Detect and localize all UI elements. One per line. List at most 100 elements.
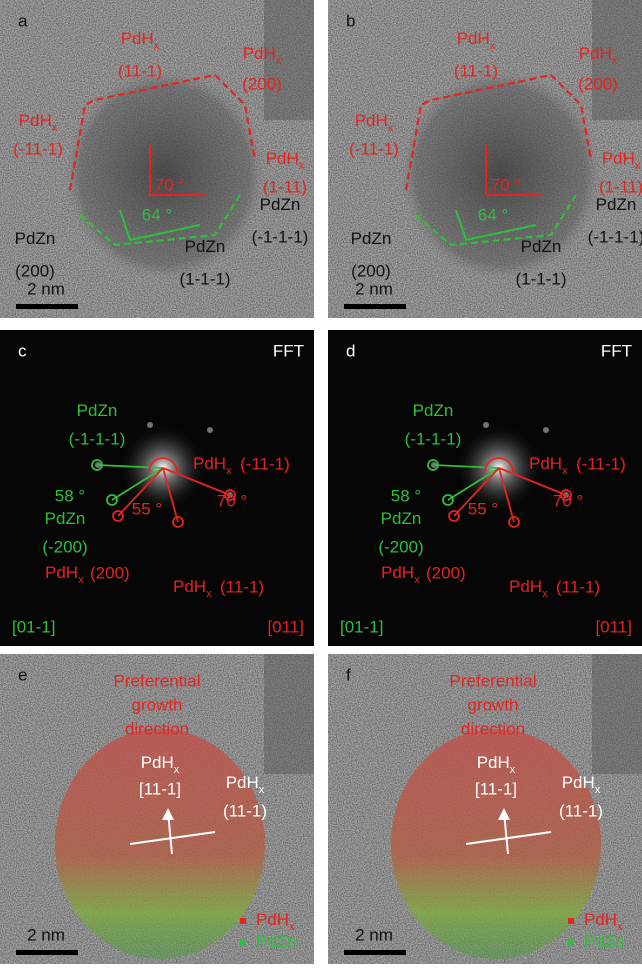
angle-label: 58 ° — [55, 486, 85, 505]
scale-bar-label: 2 nm — [27, 279, 65, 298]
plane-label: PdZn — [351, 229, 392, 248]
label-name: PdH — [509, 577, 542, 596]
label-subscript: x — [617, 921, 623, 933]
label-subscript: x — [289, 921, 295, 933]
plane-label: PdZn — [596, 195, 637, 214]
label-name: PdZn — [185, 237, 226, 256]
plane-index: (200) — [90, 563, 130, 582]
label-name: PdH — [256, 910, 289, 929]
plane-index: (200) — [242, 74, 282, 93]
zone-axis: [01-1] — [12, 617, 55, 636]
panel-title: direction — [125, 719, 189, 738]
label-subscript: x — [635, 160, 641, 172]
label-name: PdH — [226, 773, 259, 792]
label-name: PdH — [529, 454, 562, 473]
legend-entry: PdZn — [256, 932, 297, 951]
plane-index: (-1-1-1) — [69, 429, 126, 448]
substrate-corner — [592, 654, 642, 774]
label-name: PdZn — [15, 229, 56, 248]
label-name: PdZn — [381, 509, 422, 528]
label-name: PdH — [584, 910, 617, 929]
angle-label: 64 ° — [142, 205, 172, 224]
label-name: PdH — [121, 29, 154, 48]
label-name: PdZn — [521, 237, 562, 256]
scale-bar — [16, 950, 78, 955]
angle-label: 58 ° — [391, 486, 421, 505]
legend-marker — [568, 940, 574, 946]
plane-index: (11-1) — [454, 61, 498, 80]
label-name: PdH — [579, 44, 612, 63]
label-name: PdH — [457, 29, 490, 48]
plane-index: (1-1-1) — [179, 269, 230, 288]
label-subscript: x — [414, 574, 420, 586]
plane-label: PdZn — [521, 237, 562, 256]
plane-index: (-11-1) — [240, 454, 290, 473]
label-name: PdH — [173, 577, 206, 596]
label-name: PdZn — [260, 195, 301, 214]
scale-bar-label: 2 nm — [355, 925, 393, 944]
plane-index: (11-1) — [556, 577, 600, 596]
legend-marker — [240, 940, 246, 946]
panel-title: Preferential — [450, 671, 537, 690]
plane-index: (-1-1-1) — [588, 227, 642, 246]
panel: bPdHx(11-1)PdHx(200)PdHx(-11-1)PdHx(1-11… — [328, 0, 642, 318]
angle-label: 70 ° — [217, 491, 247, 510]
label-subscript: x — [490, 40, 496, 52]
panel-title: growth — [467, 695, 518, 714]
label-name: PdH — [141, 753, 174, 772]
plane-label: PdZn — [45, 509, 86, 528]
angle-label: 55 ° — [132, 499, 162, 518]
plane-label: PdZn — [260, 195, 301, 214]
legend-entry: PdZn — [584, 932, 625, 951]
panel-tag: FFT — [273, 341, 304, 360]
label-name: PdH — [193, 454, 226, 473]
plane-index: (11-1) — [118, 61, 162, 80]
figure: aPdHx(11-1)PdHx(200)PdHx(-11-1)PdHx(1-11… — [0, 0, 642, 964]
fft-spot — [147, 422, 153, 428]
scale-bar — [344, 950, 406, 955]
scale-bar — [344, 304, 406, 309]
plane-label: PdZn — [413, 401, 454, 420]
plane-index: (-1-1-1) — [252, 227, 309, 246]
plane-index: (200) — [578, 74, 618, 93]
label-name: PdH — [45, 563, 78, 582]
label-subscript: x — [510, 764, 516, 776]
label-subscript: x — [388, 122, 394, 134]
label-subscript: x — [52, 122, 58, 134]
panel-letter: c — [18, 341, 27, 360]
angle-label: 70 ° — [155, 175, 185, 194]
plane-index: (1-1-1) — [515, 269, 566, 288]
label-name: PdH — [355, 111, 388, 130]
plane-index: (1-11) — [263, 177, 307, 196]
label-subscript: x — [542, 588, 548, 600]
plane-index: (11-1) — [220, 577, 264, 596]
label-name: PdZn — [77, 401, 118, 420]
plane-label: PdZn — [381, 509, 422, 528]
panel-title: growth — [131, 695, 182, 714]
zone-axis: [011] — [595, 617, 632, 636]
fft-spot — [543, 427, 549, 433]
legend-marker — [568, 918, 574, 924]
panel-letter: b — [346, 11, 355, 30]
plane-index: (1-11) — [599, 177, 642, 196]
plane-index: (200) — [351, 261, 391, 280]
angle-label: 70 ° — [553, 491, 583, 510]
label-name: PdH — [381, 563, 414, 582]
plane-index: (200) — [426, 563, 466, 582]
zone-axis: [011] — [267, 617, 304, 636]
scale-bar-label: 2 nm — [355, 279, 393, 298]
plane-index: [11-1] — [139, 779, 181, 798]
label-name: PdZn — [584, 932, 625, 951]
panel-tag: FFT — [601, 341, 632, 360]
label-subscript: x — [595, 784, 601, 796]
zone-axis: [01-1] — [340, 617, 383, 636]
legend-marker — [240, 918, 246, 924]
plane-index: (-11-1) — [13, 139, 63, 158]
panel-title: Preferential — [114, 671, 201, 690]
scale-bar — [16, 304, 78, 309]
substrate-corner — [264, 654, 314, 774]
label-name: PdZn — [45, 509, 86, 528]
fft-spot — [483, 422, 489, 428]
panel-title: direction — [461, 719, 525, 738]
